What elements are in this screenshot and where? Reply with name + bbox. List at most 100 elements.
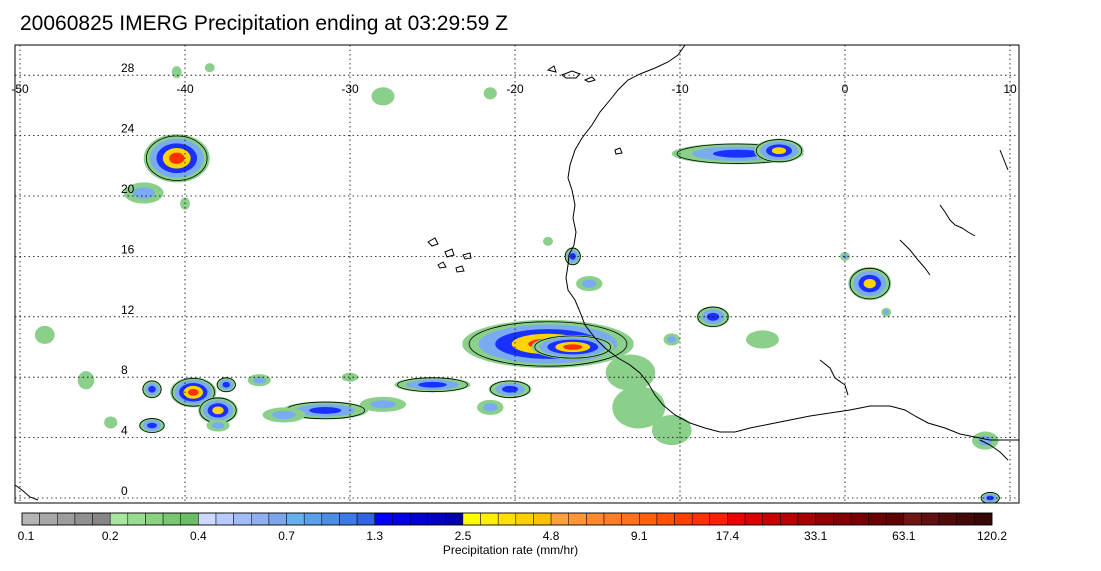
- colorbar-swatch: [74, 512, 93, 526]
- colorbar-swatch: [568, 512, 587, 526]
- precip-level-0: [605, 354, 656, 391]
- colorbar-swatch: [286, 512, 305, 526]
- precip-level-2: [418, 381, 447, 388]
- colorbar-swatch: [691, 512, 711, 526]
- precip-contour: [216, 377, 236, 393]
- precip-contour: [468, 321, 628, 367]
- precip-cell: [198, 396, 238, 425]
- precip-cell: [848, 266, 892, 301]
- colorbar-swatch: [639, 512, 658, 526]
- colorbar-swatch: [21, 512, 40, 526]
- precip-cell: [746, 330, 779, 349]
- colorbar-swatch: [392, 512, 411, 526]
- colorbar-swatch: [251, 512, 270, 526]
- lat-tick-label: 12: [121, 303, 135, 317]
- colorbar-swatch: [233, 512, 252, 526]
- river-1: [939, 204, 976, 237]
- precip-contour: [755, 139, 803, 163]
- colorbar-swatch: [409, 512, 428, 526]
- precip-contour: [980, 492, 1000, 503]
- precip-level-2: [148, 385, 156, 393]
- precip-level-0: [34, 325, 55, 344]
- colorbar-swatch: [515, 512, 534, 526]
- colorbar-swatch: [162, 512, 181, 526]
- island-2: [560, 70, 581, 79]
- colorbar-label: 63.1: [892, 529, 916, 543]
- colorbar-label: 33.1: [804, 529, 828, 543]
- colorbar-swatch: [339, 512, 358, 526]
- colorbar-label: 0.1: [18, 529, 35, 543]
- precip-cell: [881, 307, 892, 317]
- precip-level-0: [341, 372, 359, 382]
- precip-level-0: [543, 236, 553, 246]
- precip-cell: [247, 374, 271, 387]
- precip-level-2: [147, 422, 157, 429]
- graticule: [15, 45, 1019, 503]
- colorbar-swatch: [268, 512, 287, 526]
- precip-level-0: [77, 371, 95, 390]
- river-3: [819, 359, 849, 396]
- precip-level-2: [713, 149, 763, 158]
- island-1: [546, 65, 557, 73]
- colorbar-swatch: [921, 512, 940, 526]
- colorbar-swatch: [727, 512, 746, 526]
- colorbar-swatch: [586, 512, 605, 526]
- precip-cell: [576, 276, 603, 292]
- precip-level-3: [863, 278, 876, 289]
- precip-level-0: [612, 386, 666, 429]
- precip-cell: [142, 380, 162, 399]
- precip-cell: [980, 491, 1001, 503]
- cape-verde-3: [462, 252, 472, 260]
- colorbar-label: 9.1: [631, 529, 648, 543]
- colorbar-swatch: [321, 512, 340, 526]
- lat-tick-label: 4: [121, 424, 128, 438]
- lon-tick-label: -40: [176, 82, 194, 96]
- precip-cell: [171, 66, 182, 79]
- precip-level-4: [187, 388, 199, 396]
- colorbar-label: 2.5: [455, 529, 472, 543]
- precip-level-1: [211, 422, 225, 429]
- colorbar-swatch: [797, 512, 816, 526]
- precipitation-field: [34, 63, 1001, 503]
- colorbar-swatch: [127, 512, 146, 526]
- colorbar-swatch: [885, 512, 905, 526]
- precip-contour: [534, 335, 612, 359]
- precip-cell: [651, 414, 692, 446]
- colorbar-swatch: [709, 512, 728, 526]
- colorbar-swatch: [621, 512, 640, 526]
- lon-tick-label: 10: [1003, 82, 1017, 96]
- west-africa-coastline: [565, 45, 1019, 441]
- precip-level-0: [483, 87, 497, 100]
- precip-level-2: [309, 407, 342, 414]
- colorbar-label: 0.7: [278, 529, 295, 543]
- precip-cell: [663, 333, 680, 346]
- island-3: [583, 76, 596, 83]
- lat-tick-label: 24: [121, 122, 135, 136]
- lon-tick-label: -30: [341, 82, 359, 96]
- precip-cell: [477, 399, 504, 415]
- colorbar-swatch: [109, 512, 129, 526]
- coastlines: [15, 45, 1019, 501]
- precip-level-2: [222, 381, 230, 388]
- colorbar-swatch: [480, 512, 499, 526]
- precip-contour: [697, 306, 729, 327]
- island-north: [614, 147, 623, 155]
- precip-level-0: [171, 66, 182, 79]
- colorbar-swatch: [427, 512, 446, 526]
- colorbar-swatch: [956, 512, 975, 526]
- precip-cell: [531, 334, 614, 360]
- colorbar-swatch: [356, 512, 375, 526]
- precip-cell: [341, 372, 359, 382]
- precip-level-1: [483, 403, 498, 412]
- precip-cell: [206, 419, 230, 432]
- precip-level-0: [371, 87, 395, 106]
- precip-cell: [605, 354, 656, 391]
- colorbar-title: Precipitation rate (mm/hr): [442, 543, 579, 557]
- precip-level-1: [667, 336, 677, 343]
- colorbar-swatch: [674, 512, 693, 526]
- precip-level-1: [842, 253, 848, 259]
- lat-tick-label: 20: [121, 182, 135, 196]
- colorbar-swatch: [57, 512, 76, 526]
- precip-cell: [394, 377, 471, 393]
